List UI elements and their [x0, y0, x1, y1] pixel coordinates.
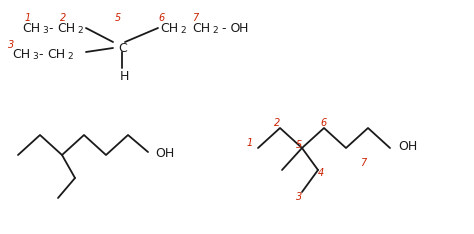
Text: 6: 6 [158, 13, 164, 23]
Text: 1: 1 [25, 13, 31, 23]
Text: -: - [38, 48, 43, 61]
Text: 3: 3 [32, 52, 38, 61]
Text: 5: 5 [296, 140, 302, 150]
Text: 7: 7 [360, 158, 366, 168]
Text: CH: CH [160, 22, 178, 35]
Text: 3: 3 [296, 192, 302, 202]
Text: - O: - O [218, 22, 240, 35]
Text: H: H [239, 22, 248, 35]
Text: 5: 5 [115, 13, 121, 23]
Text: 7: 7 [192, 13, 198, 23]
Text: 2: 2 [274, 118, 280, 128]
Text: CH: CH [12, 48, 30, 61]
Text: 2: 2 [67, 52, 73, 61]
Text: OH: OH [398, 140, 417, 153]
Text: 1: 1 [247, 138, 253, 148]
Text: CH: CH [47, 48, 65, 61]
Text: C: C [118, 42, 127, 55]
Text: CH: CH [57, 22, 75, 35]
Text: CH: CH [22, 22, 40, 35]
Text: 6: 6 [320, 118, 326, 128]
Text: 2: 2 [212, 26, 218, 35]
Text: 2: 2 [180, 26, 186, 35]
Text: 4: 4 [318, 168, 324, 178]
Text: 3: 3 [8, 40, 14, 50]
Text: 3: 3 [42, 26, 48, 35]
Text: OH: OH [155, 147, 174, 160]
Text: CH: CH [192, 22, 210, 35]
Text: 2: 2 [60, 13, 66, 23]
Text: 2: 2 [77, 26, 82, 35]
Text: -: - [48, 22, 53, 35]
Text: H: H [120, 70, 129, 83]
